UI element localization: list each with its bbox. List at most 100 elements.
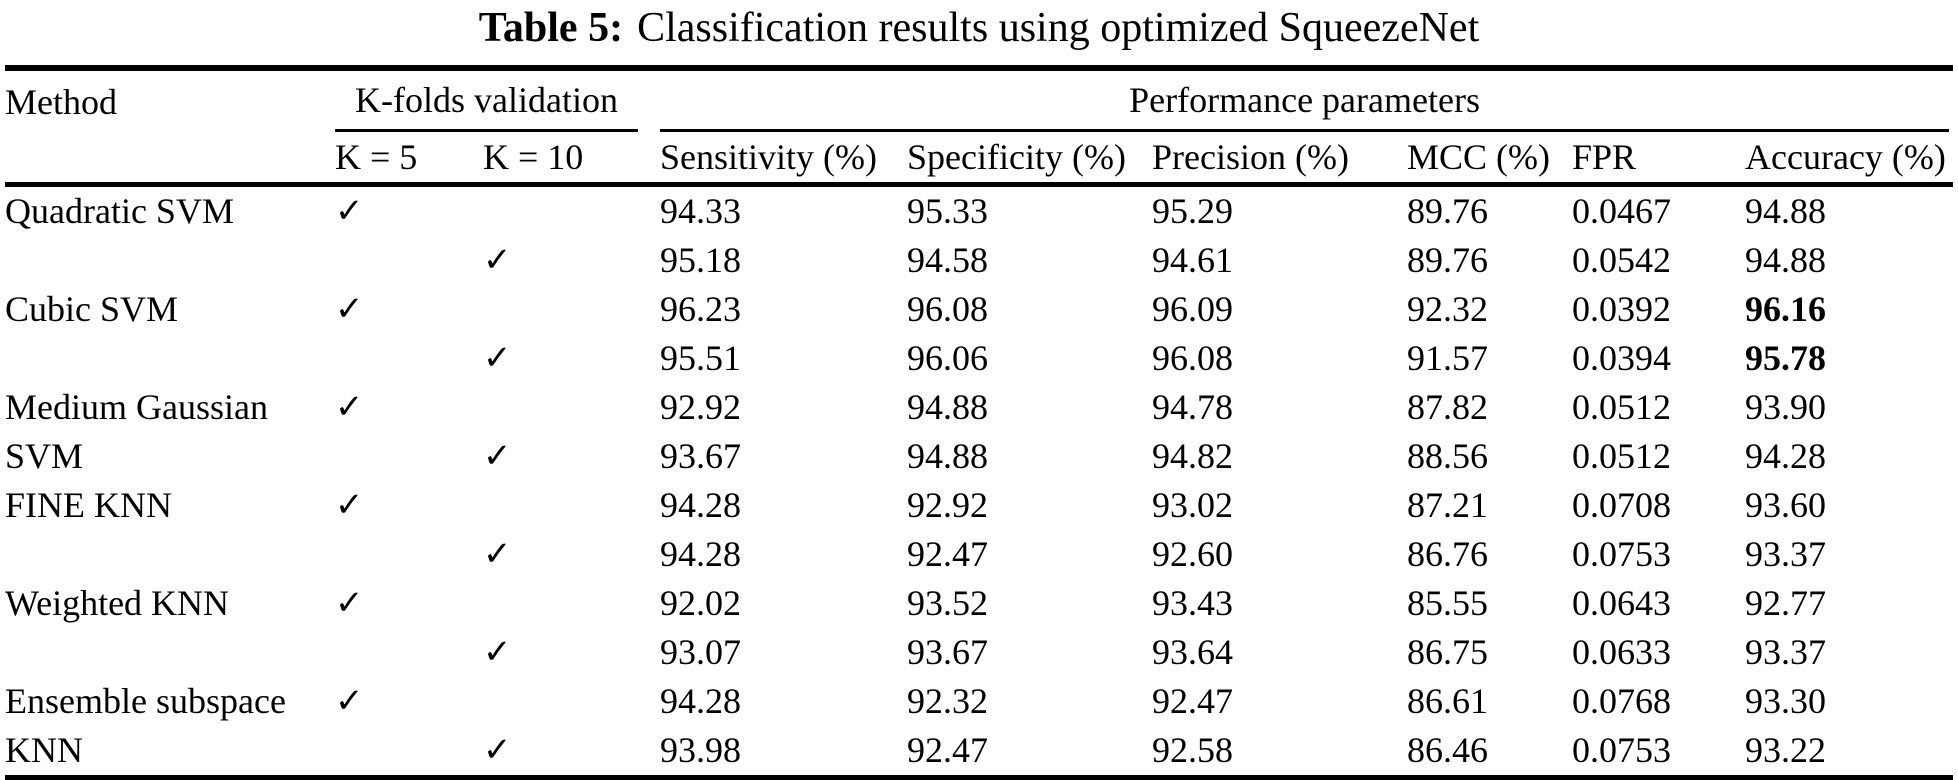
cell-fpr: 0.0768 [1572,680,1672,721]
table-row: Ensemble subspace KNN ✓ 94.28 92.32 92.4… [5,677,1953,770]
table-row: FINE KNN ✓ 94.28 92.92 93.02 87.21 0.070… [5,481,1953,530]
table-row: Cubic SVM ✓ 96.23 96.08 96.09 92.32 0.03… [5,285,1953,334]
cell-precision: 92.60 [1152,533,1234,574]
col-header-accuracy: Accuracy (%) [1745,136,1946,177]
cell-method: Weighted KNN [5,582,230,623]
cell-accuracy: 93.90 [1745,386,1827,427]
cell-precision: 94.78 [1152,386,1234,427]
table-row: ✓ 93.07 93.67 93.64 86.75 0.0633 93.37 [5,628,1953,677]
cell-fpr: 0.0753 [1572,533,1672,574]
cell-sensitivity: 93.67 [660,435,742,476]
cell-sensitivity: 94.28 [660,484,742,525]
cell-mcc: 86.75 [1407,631,1489,672]
cell-accuracy: 96.16 [1745,288,1827,329]
cell-accuracy: 92.77 [1745,582,1827,623]
table-row: ✓ 95.51 96.06 96.08 91.57 0.0394 95.78 [5,334,1953,383]
cell-mcc: 85.55 [1407,582,1489,623]
cell-specificity: 92.47 [907,729,989,770]
checkmark-k5: ✓ [335,486,364,524]
col-header-k10: K = 10 [483,136,584,177]
cell-fpr: 0.0467 [1572,190,1672,231]
cell-precision: 94.82 [1152,435,1234,476]
checkmark-k5 [335,432,483,481]
group-header-performance: Performance parameters [660,68,1953,132]
checkmark-k10: ✓ [483,339,512,377]
checkmark-k5 [335,530,483,579]
cell-precision: 92.58 [1152,729,1234,770]
cell-mcc: 88.56 [1407,435,1489,476]
cell-specificity: 93.67 [907,631,989,672]
col-header-specificity: Specificity (%) [907,136,1126,177]
cell-specificity: 96.08 [907,288,989,329]
cell-mcc: 89.76 [1407,190,1489,231]
checkmark-k10 [483,383,660,432]
cell-precision: 96.09 [1152,288,1234,329]
cell-sensitivity: 94.28 [660,533,742,574]
checkmark-k10: ✓ [483,731,512,769]
cell-method: Cubic SVM [5,288,179,329]
checkmark-k5: ✓ [335,682,364,720]
checkmark-k5: ✓ [335,388,364,426]
cell-mcc: 86.46 [1407,729,1489,770]
cell-fpr: 0.0643 [1572,582,1672,623]
checkmark-k5 [335,334,483,383]
cell-accuracy: 93.60 [1745,484,1827,525]
cell-mcc: 86.76 [1407,533,1489,574]
cell-accuracy: 93.22 [1745,729,1827,770]
table-row: Weighted KNN ✓ 92.02 93.52 93.43 85.55 0… [5,579,1953,628]
cell-accuracy: 94.28 [1745,435,1827,476]
cell-sensitivity: 92.92 [660,386,742,427]
cell-fpr: 0.0392 [1572,288,1672,329]
cell-precision: 93.02 [1152,484,1234,525]
cell-specificity: 92.32 [907,680,989,721]
cell-mcc: 92.32 [1407,288,1489,329]
cell-specificity: 94.58 [907,239,989,280]
group-header-performance-label: Performance parameters [660,71,1950,132]
cell-sensitivity: 94.28 [660,680,742,721]
cell-method: FINE KNN [5,484,172,525]
cell-sensitivity: 92.02 [660,582,742,623]
cell-method: Ensemble subspace KNN [5,680,286,770]
cell-method: Medium Gaussian SVM [5,386,268,476]
cell-precision: 96.08 [1152,337,1234,378]
cell-specificity: 93.52 [907,582,989,623]
cell-sensitivity: 95.51 [660,337,742,378]
checkmark-k10: ✓ [483,241,512,279]
table-row: ✓ 93.98 92.47 92.58 86.46 0.0753 93.22 [5,726,1953,778]
cell-mcc: 87.21 [1407,484,1489,525]
cell-sensitivity: 94.33 [660,190,742,231]
checkmark-k5 [335,236,483,285]
cell-fpr: 0.0633 [1572,631,1672,672]
checkmark-k10: ✓ [483,535,512,573]
checkmark-k5: ✓ [335,192,364,230]
cell-fpr: 0.0542 [1572,239,1672,280]
col-header-sensitivity: Sensitivity (%) [660,136,877,177]
cell-sensitivity: 93.98 [660,729,742,770]
col-header-fpr: FPR [1572,136,1637,177]
table-caption: Table 5: Classification results using opt… [0,0,1958,52]
col-header-method: Method [5,82,117,122]
cell-sensitivity: 95.18 [660,239,742,280]
cell-mcc: 91.57 [1407,337,1489,378]
cell-precision: 94.61 [1152,239,1234,280]
cell-accuracy: 94.88 [1745,239,1827,280]
col-header-k5: K = 5 [335,136,418,177]
col-header-mcc: MCC (%) [1407,136,1551,177]
checkmark-k5 [335,726,483,778]
group-header-kfolds: K-folds validation [335,68,660,132]
header-sub-row: K = 5 K = 10 Sensitivity (%) Specificity… [5,132,1953,184]
header-group-row: Method K-folds validation Performance pa… [5,68,1953,132]
cell-precision: 92.47 [1152,680,1234,721]
checkmark-k10: ✓ [483,633,512,671]
cell-method: Quadratic SVM [5,190,234,231]
table-row: Quadratic SVM ✓ 94.33 95.33 95.29 89.76 … [5,184,1953,236]
table-row: ✓ 95.18 94.58 94.61 89.76 0.0542 94.88 [5,236,1953,285]
table-row: ✓ 94.28 92.47 92.60 86.76 0.0753 93.37 [5,530,1953,579]
cell-fpr: 0.0708 [1572,484,1672,525]
cell-accuracy: 94.88 [1745,190,1827,231]
cell-fpr: 0.0753 [1572,729,1672,770]
cell-specificity: 95.33 [907,190,989,231]
col-header-precision: Precision (%) [1152,136,1349,177]
cell-fpr: 0.0512 [1572,435,1672,476]
cell-fpr: 0.0394 [1572,337,1672,378]
